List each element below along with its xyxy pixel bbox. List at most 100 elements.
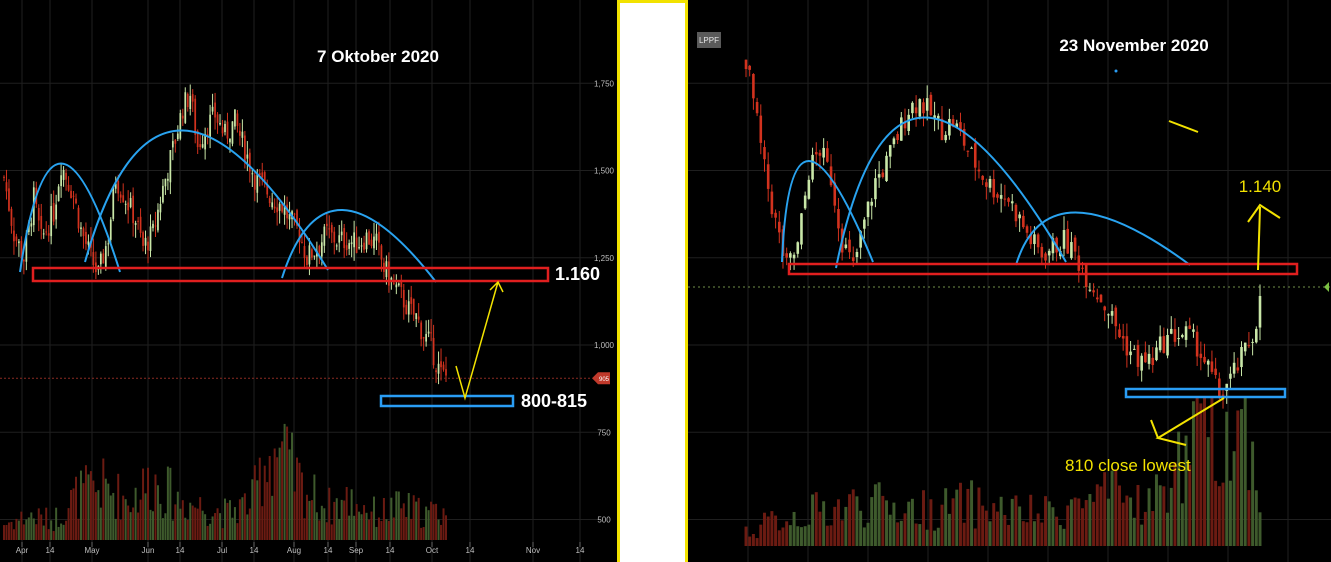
pattern-arc bbox=[835, 116, 1067, 269]
volume-bar bbox=[1147, 488, 1151, 546]
candle-body bbox=[1210, 361, 1214, 372]
candle-body bbox=[311, 249, 313, 258]
volume-bar bbox=[1077, 498, 1081, 546]
volume-bar bbox=[15, 518, 18, 540]
candle-body bbox=[13, 230, 15, 242]
candle-body bbox=[363, 242, 365, 250]
volume-bar bbox=[189, 502, 192, 540]
resistance-label: 1.160 bbox=[555, 264, 600, 284]
volume-bar bbox=[1243, 396, 1247, 546]
volume-bar bbox=[75, 476, 78, 540]
volume-bar bbox=[763, 512, 766, 546]
candle-body bbox=[844, 244, 848, 249]
candle-body bbox=[132, 195, 134, 224]
volume-bar bbox=[1251, 441, 1255, 546]
volume-bar bbox=[236, 523, 239, 540]
volume-bar bbox=[102, 458, 105, 540]
candle-body bbox=[303, 246, 306, 258]
volume-bar bbox=[892, 502, 896, 546]
candle-body bbox=[47, 233, 50, 236]
candle-body bbox=[777, 221, 781, 233]
panel-divider bbox=[617, 0, 688, 562]
candle-body bbox=[219, 122, 221, 125]
candle-body bbox=[755, 101, 759, 114]
candle-body bbox=[8, 188, 10, 211]
candle-body bbox=[877, 174, 881, 178]
volume-bar bbox=[174, 504, 177, 540]
candle-body bbox=[1007, 198, 1010, 202]
volume-bar bbox=[1058, 525, 1062, 546]
volume-bar bbox=[1047, 501, 1051, 546]
volume-bar bbox=[261, 506, 264, 540]
volume-bar bbox=[766, 516, 770, 546]
candle-body bbox=[1107, 314, 1110, 316]
candle-body bbox=[85, 231, 87, 244]
candle-body bbox=[1243, 342, 1247, 352]
volume-bar bbox=[1062, 528, 1066, 546]
candle-body bbox=[221, 127, 224, 134]
volume-bar bbox=[405, 516, 408, 540]
volume-bar bbox=[899, 520, 903, 546]
volume-bar bbox=[360, 514, 363, 540]
candle-body bbox=[239, 130, 241, 136]
pattern-arc bbox=[281, 209, 437, 283]
candle-body bbox=[186, 94, 189, 108]
candle-body bbox=[142, 232, 144, 246]
volume-bar bbox=[785, 521, 789, 546]
volume-bar bbox=[219, 513, 222, 540]
volume-bar bbox=[822, 501, 826, 546]
volume-bar bbox=[981, 505, 985, 546]
volume-bar bbox=[1069, 499, 1073, 546]
candle-body bbox=[432, 337, 435, 366]
volume-bar bbox=[70, 489, 73, 540]
volume-bar bbox=[392, 517, 395, 540]
x-tick-label: Jul bbox=[217, 546, 227, 555]
pattern-arc bbox=[84, 129, 329, 271]
candle-body bbox=[380, 245, 383, 260]
volume-bar bbox=[955, 489, 959, 546]
candle-body bbox=[766, 164, 770, 189]
candle-body bbox=[911, 102, 914, 114]
volume-bar bbox=[60, 523, 63, 540]
volume-bar bbox=[925, 529, 929, 546]
volume-bar bbox=[387, 520, 390, 540]
volume-bar bbox=[744, 526, 748, 546]
candle-body bbox=[330, 224, 333, 233]
candle-body bbox=[936, 115, 940, 119]
volume-bar bbox=[372, 496, 375, 540]
candle-body bbox=[42, 233, 45, 235]
candle-body bbox=[1129, 351, 1132, 356]
volume-bar bbox=[20, 511, 23, 540]
volume-bar bbox=[112, 492, 115, 540]
volume-bar bbox=[410, 518, 413, 540]
volume-bar bbox=[1140, 524, 1144, 546]
candle-body bbox=[763, 147, 766, 160]
x-tick-label: Apr bbox=[16, 546, 29, 555]
candle-body bbox=[67, 184, 70, 191]
candle-body bbox=[333, 231, 336, 243]
candle-body bbox=[224, 123, 226, 133]
volume-bar bbox=[194, 507, 197, 540]
candle-body bbox=[258, 173, 261, 176]
candle-body bbox=[335, 245, 338, 247]
left-chart-panel: 1.160 800-815 Apr 14 May Jun 14 Jul 14 Aug 14 Sep 1… bbox=[0, 0, 617, 562]
candle-body bbox=[318, 245, 321, 253]
volume-bar bbox=[792, 511, 796, 546]
volume-bar bbox=[276, 457, 279, 540]
candle-body bbox=[256, 173, 259, 193]
candle-body bbox=[1066, 228, 1070, 254]
resistance-box bbox=[787, 262, 1299, 276]
candle-body bbox=[944, 134, 947, 141]
candle-body bbox=[440, 361, 442, 368]
candle-body bbox=[75, 198, 77, 204]
volume-bar bbox=[1143, 511, 1147, 546]
candle-body bbox=[169, 150, 172, 183]
volume-bar bbox=[1258, 512, 1262, 546]
candle-body bbox=[72, 195, 75, 197]
candle-body bbox=[196, 130, 199, 148]
candle-body bbox=[226, 121, 229, 139]
candle-body bbox=[870, 201, 874, 206]
volume-bar bbox=[866, 522, 870, 546]
candle-body bbox=[325, 223, 328, 226]
candle-body bbox=[412, 298, 415, 315]
